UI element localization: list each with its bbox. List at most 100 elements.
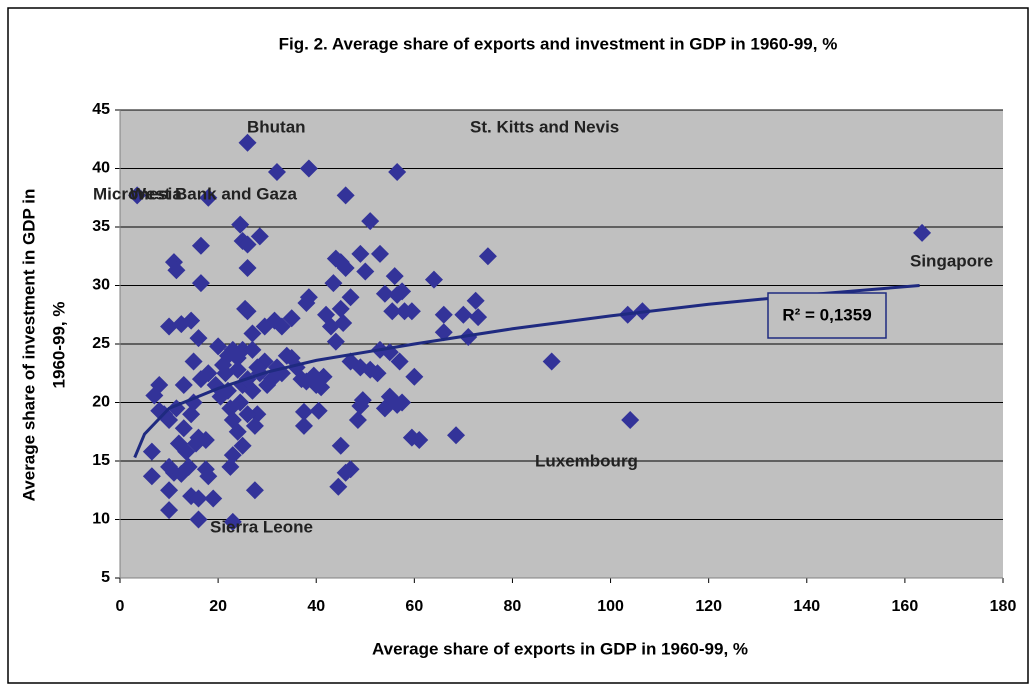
data-point — [223, 446, 242, 465]
data-point — [199, 467, 218, 486]
data-point — [228, 349, 247, 368]
x-tick-label: 100 — [597, 598, 624, 615]
y-axis-label: Average share of investment in GDP in — [19, 189, 38, 502]
x-tick-label: 160 — [892, 598, 919, 615]
data-point — [314, 367, 333, 386]
data-point — [142, 442, 161, 461]
data-point — [405, 367, 424, 386]
data-point — [174, 419, 193, 438]
data-point — [294, 416, 313, 435]
y-tick-label: 10 — [92, 511, 110, 528]
data-point — [336, 258, 355, 277]
data-point — [177, 442, 196, 461]
data-point — [238, 235, 257, 254]
data-point — [361, 212, 380, 231]
data-point — [913, 223, 932, 242]
data-point — [160, 501, 179, 520]
data-point — [243, 324, 262, 343]
data-point — [189, 489, 208, 508]
data-point — [466, 291, 485, 310]
data-point — [204, 489, 223, 508]
data-point — [356, 262, 375, 281]
data-point — [189, 510, 208, 529]
data-point — [351, 244, 370, 263]
data-point — [267, 163, 286, 182]
data-point — [245, 416, 264, 435]
y-tick-label: 45 — [92, 101, 110, 118]
y-axis-label: 1960-99, % — [49, 302, 68, 389]
data-point — [336, 186, 355, 205]
data-point — [199, 188, 218, 207]
annotation: St. Kitts and Nevis — [470, 117, 619, 136]
trend-line — [133, 284, 920, 459]
y-tick-label: 40 — [92, 160, 110, 177]
data-point — [221, 457, 240, 476]
data-point — [238, 258, 257, 277]
annotation: Singapore — [910, 251, 993, 270]
data-point — [182, 405, 201, 424]
x-tick-label: 80 — [504, 598, 522, 615]
x-tick-label: 140 — [793, 598, 820, 615]
data-point — [454, 305, 473, 324]
data-point — [282, 309, 301, 328]
y-tick-label: 15 — [92, 452, 110, 469]
y-tick-label: 5 — [101, 569, 110, 586]
data-point — [393, 393, 412, 412]
data-point — [447, 426, 466, 445]
data-point — [243, 340, 262, 359]
data-point — [383, 302, 402, 321]
r2-box — [767, 292, 887, 339]
data-point — [228, 360, 247, 379]
data-point — [189, 428, 208, 447]
data-point — [150, 375, 169, 394]
data-point — [228, 422, 247, 441]
annotation: Bhutan — [247, 117, 306, 136]
annotation: Micronesia — [93, 184, 182, 203]
y-tick-label: 35 — [92, 218, 110, 235]
data-point — [326, 332, 345, 351]
data-point — [621, 411, 640, 430]
data-point — [393, 282, 412, 301]
data-point — [160, 317, 179, 336]
data-point — [478, 247, 497, 266]
data-point — [341, 460, 360, 479]
x-tick-label: 120 — [695, 598, 722, 615]
x-tick-label: 20 — [209, 598, 227, 615]
data-point — [191, 274, 210, 293]
data-point — [324, 274, 343, 293]
chart-title: Fig. 2. Average share of exports and inv… — [279, 34, 838, 53]
data-point — [174, 375, 193, 394]
y-tick-label: 25 — [92, 335, 110, 352]
data-point — [348, 411, 367, 430]
data-point — [245, 481, 264, 500]
data-point — [390, 352, 409, 371]
data-point — [424, 270, 443, 289]
data-point — [331, 299, 350, 318]
data-point — [329, 477, 348, 496]
data-point — [160, 411, 179, 430]
data-point — [469, 308, 488, 327]
data-point — [250, 227, 269, 246]
data-point — [368, 364, 387, 383]
data-point — [294, 402, 313, 421]
data-point — [233, 436, 252, 455]
data-point — [370, 244, 389, 263]
data-point — [182, 311, 201, 330]
data-point — [142, 467, 161, 486]
data-point — [248, 358, 267, 377]
data-point — [309, 401, 328, 420]
annotation: Luxembourg — [535, 451, 638, 470]
data-point — [238, 133, 257, 152]
data-point — [191, 236, 210, 255]
annotation: West Bank and Gaza — [130, 184, 297, 203]
x-tick-label: 180 — [990, 598, 1017, 615]
data-point — [434, 305, 453, 324]
data-point — [184, 352, 203, 371]
x-axis-label: Average share of exports in GDP in 1960-… — [372, 639, 748, 658]
data-point — [172, 464, 191, 483]
data-point — [238, 405, 257, 424]
data-point — [385, 267, 404, 286]
data-point — [223, 512, 242, 531]
data-point — [231, 393, 250, 412]
data-point — [375, 284, 394, 303]
